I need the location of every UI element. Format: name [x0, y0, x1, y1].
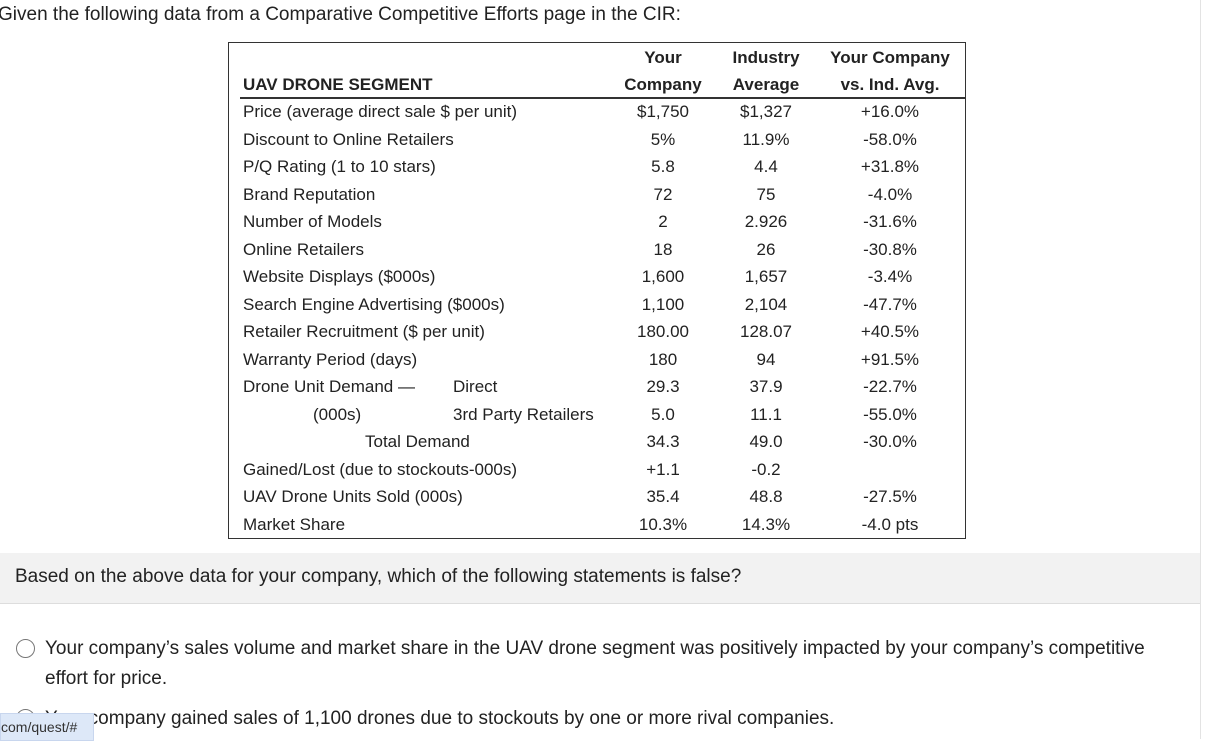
- your-value: +1.1: [646, 459, 680, 479]
- industry-value: $1,327: [740, 102, 792, 121]
- column-header: UAV DRONE SEGMENT: [243, 75, 433, 94]
- question-band: [0, 553, 1200, 604]
- vs-value: -55.0%: [863, 404, 917, 424]
- row-sublabel: 3rd Party Retailers: [453, 404, 594, 424]
- industry-value: 75: [756, 184, 776, 204]
- status-url: com/quest/#: [0, 713, 94, 741]
- radio-button[interactable]: [16, 639, 35, 658]
- row-sublabel: Direct: [453, 377, 498, 397]
- industry-value: 94: [756, 349, 776, 369]
- option-text[interactable]: Your company gained sales of 1,100 drone…: [45, 708, 835, 729]
- vs-value: -4.0 pts: [861, 514, 919, 534]
- industry-value: 14.3%: [741, 514, 791, 534]
- your-value: 180: [648, 349, 678, 369]
- vs-value: -58.0%: [863, 129, 917, 149]
- row-label: Search Engine Advertising ($000s): [243, 294, 505, 314]
- your-value: 5%: [650, 129, 676, 149]
- row-label: Retailer Recruitment ($ per unit): [243, 322, 485, 342]
- your-value: 34.3: [646, 432, 680, 452]
- industry-value: -0.2: [751, 459, 781, 479]
- your-value: 35.4: [646, 487, 680, 507]
- row-label: Warranty Period (days): [243, 349, 418, 369]
- column-header: Your Company: [624, 48, 702, 94]
- your-value: 1,600: [641, 267, 685, 287]
- row-label: Online Retailers: [243, 239, 364, 259]
- your-value: 10.3%: [638, 514, 688, 534]
- question-text: Based on the above data for your company…: [15, 566, 742, 587]
- row-label: (000s): [313, 404, 362, 424]
- vs-value: -27.5%: [863, 487, 917, 507]
- industry-value: 2.926: [744, 212, 788, 232]
- your-value: 29.3: [646, 377, 680, 397]
- vs-value: +40.5%: [860, 322, 920, 342]
- vs-value: -4.0%: [867, 184, 913, 204]
- data-table: [228, 42, 966, 539]
- vs-value: -30.0%: [863, 432, 917, 452]
- vs-value: +91.5%: [860, 349, 920, 369]
- industry-value: 11.1: [750, 404, 782, 424]
- your-value: 180.00: [637, 322, 689, 342]
- row-label: Number of Models: [243, 212, 382, 232]
- column-header: Industry Average: [732, 48, 800, 94]
- vs-value: -22.7%: [863, 377, 917, 397]
- vs-value: -30.8%: [863, 239, 917, 259]
- vs-value: -31.6%: [863, 212, 917, 232]
- row-label: Brand Reputation: [243, 184, 376, 204]
- your-value: 2: [658, 212, 668, 232]
- your-value: 1,100: [641, 294, 685, 314]
- option-text[interactable]: Your company’s sales volume and market s…: [45, 638, 1145, 689]
- row-label: Gained/Lost (due to stockouts-000s): [243, 459, 518, 479]
- industry-value: 37.9: [749, 377, 783, 397]
- industry-value: 2,104: [744, 294, 788, 314]
- column-header: Your Company vs. Ind. Avg.: [830, 48, 950, 94]
- right-border: [1200, 0, 1201, 739]
- intro-text: Given the following data from a Comparat…: [0, 4, 681, 25]
- vs-value: -47.7%: [863, 294, 917, 314]
- row-label: UAV Drone Units Sold (000s): [243, 487, 463, 507]
- header-rule: [240, 97, 966, 99]
- vs-value: +16.0%: [860, 102, 920, 121]
- industry-value: 4.4: [754, 157, 778, 177]
- row-label: Total Demand: [365, 432, 470, 452]
- industry-value: 11.9%: [742, 129, 790, 149]
- industry-value: 26: [756, 239, 776, 259]
- row-label: Price (average direct sale $ per unit): [243, 102, 518, 121]
- your-value: 5.0: [651, 404, 675, 424]
- industry-value: 1,657: [744, 267, 788, 287]
- your-value: $1,750: [637, 102, 689, 121]
- industry-value: 48.8: [749, 487, 783, 507]
- row-label: Market Share: [243, 514, 346, 534]
- vs-value: +31.8%: [860, 157, 920, 177]
- industry-value: 49.0: [749, 432, 783, 452]
- row-label: Website Displays ($000s): [243, 267, 436, 287]
- your-value: 5.8: [651, 157, 675, 177]
- row-label: Drone Unit Demand —: [243, 377, 415, 397]
- row-label: Discount to Online Retailers: [243, 129, 454, 149]
- industry-value: 128.07: [740, 322, 792, 342]
- row-label: P/Q Rating (1 to 10 stars): [243, 157, 436, 177]
- your-value: 18: [653, 239, 673, 259]
- your-value: 72: [653, 184, 673, 204]
- vs-value: -3.4%: [867, 267, 913, 287]
